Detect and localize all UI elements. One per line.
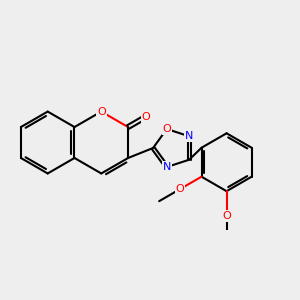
Text: O: O bbox=[97, 106, 106, 117]
Text: O: O bbox=[163, 124, 171, 134]
Text: N: N bbox=[185, 131, 193, 141]
Text: O: O bbox=[222, 211, 231, 221]
Text: O: O bbox=[176, 184, 184, 194]
Text: N: N bbox=[163, 162, 171, 172]
Text: O: O bbox=[142, 112, 150, 122]
